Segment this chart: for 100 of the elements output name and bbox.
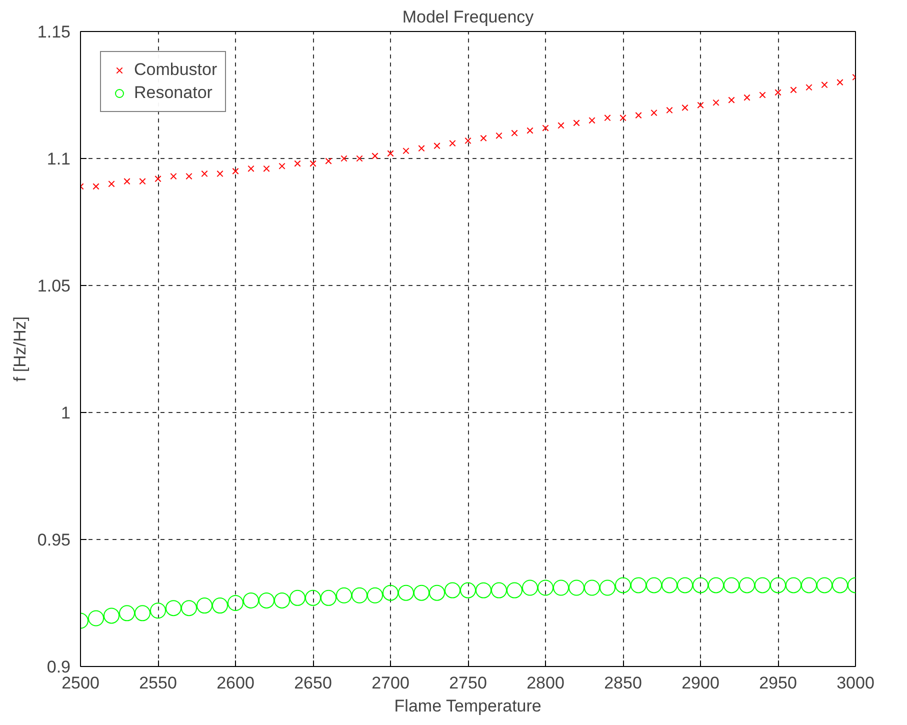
point (476, 582, 492, 598)
point (434, 142, 440, 150)
point (258, 592, 274, 608)
point (708, 577, 724, 594)
point (196, 598, 212, 614)
point (212, 598, 228, 614)
point (464, 137, 472, 144)
point (491, 582, 507, 598)
point (666, 106, 673, 114)
x-tick-label: 2950 (759, 674, 797, 692)
point (444, 582, 460, 598)
point (739, 577, 755, 594)
point (806, 84, 812, 91)
point (243, 592, 259, 608)
point (166, 600, 182, 616)
point (522, 580, 538, 596)
point (630, 577, 646, 594)
x-tick-label: 2900 (682, 674, 720, 692)
point (662, 577, 678, 594)
point (538, 580, 554, 596)
point (228, 595, 244, 611)
point (600, 580, 616, 596)
y-tick-label: 0.9 (46, 658, 71, 676)
x-tick-label: 2850 (604, 674, 642, 692)
point (325, 158, 332, 164)
point (92, 183, 100, 190)
point (790, 86, 797, 94)
point (620, 114, 626, 122)
point (496, 132, 502, 139)
point (418, 145, 425, 152)
x-tick-label: 2700 (372, 674, 410, 692)
point (542, 124, 549, 132)
point (356, 155, 363, 162)
point (744, 94, 750, 101)
y-tick-label: 0.95 (37, 530, 71, 550)
point (305, 590, 321, 606)
point (181, 600, 197, 616)
point (88, 610, 104, 626)
point (832, 577, 848, 594)
point (480, 134, 487, 142)
point (836, 78, 844, 86)
point (294, 160, 301, 167)
x-tick-label: 2500 (62, 674, 100, 692)
point (336, 587, 352, 604)
point (816, 577, 832, 594)
point (770, 577, 786, 594)
point (402, 148, 410, 154)
point (526, 127, 534, 134)
point (677, 577, 693, 594)
x-tick-label: 3000 (836, 674, 874, 692)
point (134, 605, 150, 622)
x-tick-label: 2750 (449, 674, 487, 692)
point (786, 577, 802, 594)
point (340, 155, 348, 162)
point (150, 602, 166, 619)
point (124, 178, 130, 185)
point (382, 584, 398, 601)
point (506, 582, 522, 598)
point (278, 162, 286, 170)
y-tick-label: 1.15 (37, 22, 71, 42)
point (774, 89, 782, 96)
point (821, 82, 828, 88)
point (692, 577, 708, 594)
point (274, 592, 290, 608)
point (553, 580, 569, 596)
point (759, 92, 766, 98)
point (367, 587, 383, 604)
point (650, 109, 658, 116)
point (801, 577, 817, 594)
point (697, 102, 704, 108)
point (449, 140, 456, 147)
point (584, 580, 600, 596)
legend-label: Resonator (134, 83, 212, 103)
x-tick-label: 2800 (526, 674, 564, 692)
point (682, 104, 688, 112)
point (573, 120, 580, 126)
point (139, 178, 146, 185)
y-tick-label: 1.05 (37, 276, 71, 296)
point (119, 605, 135, 622)
point (460, 582, 476, 598)
legend-label: Combustor (134, 60, 218, 80)
point (216, 170, 224, 178)
point (724, 577, 740, 594)
point (290, 590, 306, 606)
point (511, 130, 518, 136)
point (728, 96, 735, 104)
y-tick-label: 1 (61, 404, 71, 422)
point (398, 584, 414, 601)
point (429, 584, 445, 601)
point (372, 152, 378, 160)
point (108, 180, 115, 188)
point (588, 117, 596, 124)
point (104, 608, 120, 624)
y-axis-title: f [Hz/Hz] (10, 316, 30, 382)
point (558, 122, 564, 129)
point (387, 150, 394, 157)
x-tick-label: 2650 (294, 674, 332, 692)
point (320, 590, 336, 606)
x-tick-label: 2550 (139, 674, 177, 692)
point (414, 584, 430, 601)
